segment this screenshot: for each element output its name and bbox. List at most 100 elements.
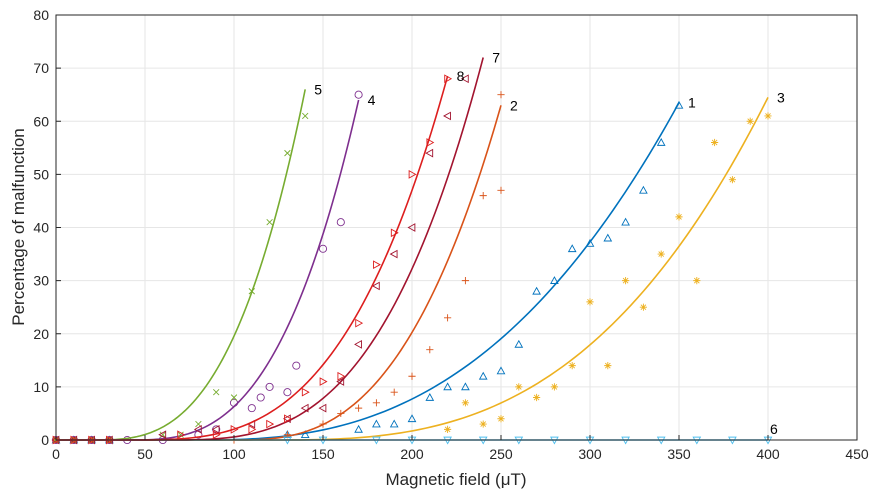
ticks: 0 50 100 150 200 250 300 350 400 450 0 10 20 30 40 50 60… xyxy=(33,7,868,462)
data-point xyxy=(319,420,327,428)
x-tick-label: 350 xyxy=(667,446,691,462)
data-point xyxy=(586,298,594,306)
data-point xyxy=(230,425,239,434)
x-tick-label: 100 xyxy=(222,446,246,462)
data-point xyxy=(479,420,487,428)
curve-label-6: 6 xyxy=(770,421,778,437)
data-point xyxy=(318,244,328,253)
data-point xyxy=(604,362,612,370)
y-tick-label: 40 xyxy=(33,220,49,236)
data-point xyxy=(300,430,310,439)
data-point xyxy=(300,403,309,413)
data-point xyxy=(585,238,595,247)
data-point xyxy=(425,148,434,158)
data-point xyxy=(389,249,398,259)
curve-label-5: 5 xyxy=(314,81,322,97)
data-point xyxy=(568,362,576,370)
data-point xyxy=(497,186,505,194)
data-point xyxy=(158,430,167,440)
data-point xyxy=(407,414,417,423)
data-point xyxy=(426,346,434,354)
x-tick-label: 50 xyxy=(137,446,153,462)
fit-curve-3 xyxy=(56,96,769,441)
data-point xyxy=(728,176,736,184)
data-point xyxy=(229,398,239,407)
data-point xyxy=(390,388,398,396)
data-point xyxy=(336,377,345,386)
data-point xyxy=(639,185,648,194)
fit-curve-7 xyxy=(56,57,484,441)
data-point xyxy=(301,387,310,397)
data-point xyxy=(159,431,166,438)
data-point xyxy=(213,388,220,396)
data-point xyxy=(675,213,683,221)
fit-curve-2 xyxy=(56,105,502,441)
data-point xyxy=(302,112,309,120)
data-point xyxy=(177,431,184,438)
data-point xyxy=(514,339,524,348)
data-point xyxy=(408,170,417,179)
fit-curve-4 xyxy=(56,99,360,441)
data-point xyxy=(532,286,541,295)
data-point xyxy=(319,377,328,386)
data-point xyxy=(674,100,684,109)
data-point xyxy=(354,90,363,99)
data-point xyxy=(337,371,346,381)
data-point xyxy=(283,388,292,397)
data-point xyxy=(444,425,452,433)
data-point xyxy=(248,425,257,434)
data-point xyxy=(389,419,399,428)
curve-label-1: 1 xyxy=(688,95,696,111)
data-point xyxy=(336,218,345,227)
data-point xyxy=(656,137,666,146)
series-5: 5 xyxy=(52,81,322,444)
data-point xyxy=(230,394,238,401)
data-point xyxy=(371,281,380,291)
data-point xyxy=(354,340,362,349)
data-point xyxy=(284,149,291,157)
x-tick-label: 200 xyxy=(400,446,424,462)
data-point xyxy=(639,303,647,311)
data-point xyxy=(247,404,256,413)
data-point xyxy=(407,223,416,232)
data-point xyxy=(354,424,363,433)
x-tick-label: 400 xyxy=(756,446,780,462)
data-point xyxy=(292,361,301,370)
data-point xyxy=(550,383,558,391)
data-point xyxy=(711,138,719,147)
data-point xyxy=(622,277,630,285)
data-point xyxy=(266,218,273,226)
data-point xyxy=(256,393,265,402)
data-point xyxy=(177,430,186,440)
data-point xyxy=(603,233,613,242)
y-tick-label: 30 xyxy=(33,273,49,289)
data-point xyxy=(425,392,435,401)
data-point xyxy=(764,112,772,120)
curve-label-3: 3 xyxy=(777,89,785,105)
data-point xyxy=(533,393,541,402)
curve-label-8: 8 xyxy=(457,68,465,84)
data-point xyxy=(461,382,470,391)
data-point xyxy=(657,250,665,258)
y-tick-label: 10 xyxy=(33,379,49,395)
data-point xyxy=(461,399,469,407)
data-point xyxy=(693,277,701,285)
x-tick-label: 0 xyxy=(52,446,60,462)
curve-label-7: 7 xyxy=(492,50,500,66)
y-tick-label: 0 xyxy=(41,432,49,448)
data-point xyxy=(193,425,202,434)
fit-curve-8 xyxy=(56,75,449,441)
y-tick-label: 70 xyxy=(33,60,49,76)
data-point xyxy=(211,425,220,434)
data-point xyxy=(497,415,505,423)
fit-curve-5 xyxy=(56,89,306,441)
data-point xyxy=(443,382,452,391)
fit-curve-1 xyxy=(56,102,680,441)
data-point xyxy=(266,419,275,429)
data-point xyxy=(373,260,381,270)
data-point xyxy=(248,288,255,295)
series-8: 8 xyxy=(52,68,465,445)
data-point xyxy=(390,228,399,238)
data-point xyxy=(621,217,630,226)
